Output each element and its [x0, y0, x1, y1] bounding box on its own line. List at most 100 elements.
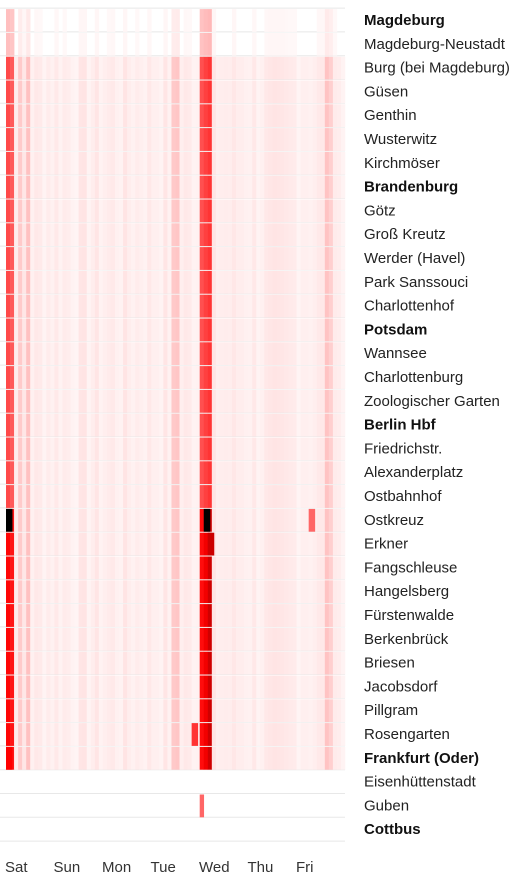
heatmap-cell	[98, 699, 104, 723]
heatmap-cell	[276, 175, 281, 199]
heatmap-cell	[312, 223, 318, 247]
heatmap-cell	[143, 366, 148, 389]
heatmap-cell	[195, 247, 201, 270]
heatmap-cell	[260, 270, 265, 294]
heatmap-cell	[22, 556, 27, 580]
heatmap-cell	[171, 556, 176, 580]
heatmap-cell	[131, 56, 136, 80]
heatmap-cell	[26, 223, 31, 247]
heatmap-cell	[54, 485, 59, 508]
heatmap-cell	[199, 556, 205, 580]
heatmap-cell	[127, 151, 132, 175]
heatmap-cell	[276, 342, 281, 366]
heatmap-cell	[276, 580, 281, 604]
heatmap-cell	[10, 723, 15, 746]
heatmap-cell	[139, 342, 144, 366]
heatmap-cell	[18, 437, 23, 461]
heatmap-cell	[30, 128, 35, 151]
heatmap-cell	[78, 437, 83, 461]
station-label: Götz	[364, 202, 396, 219]
heatmap-cell	[272, 151, 277, 175]
heatmap-cell	[38, 461, 43, 485]
heatmap-cell	[46, 247, 51, 270]
heatmap-cell	[223, 508, 229, 532]
heatmap-cell	[312, 485, 318, 508]
heatmap-cell	[316, 366, 322, 389]
heatmap-cell	[86, 699, 92, 723]
heatmap-cell	[119, 318, 124, 342]
heatmap-cell	[171, 223, 176, 247]
heatmap-cell	[276, 104, 281, 128]
heatmap-cell	[219, 80, 225, 104]
heatmap-cell	[46, 413, 51, 437]
heatmap-cell	[86, 80, 92, 104]
heatmap-cell	[34, 485, 39, 508]
heatmap-cell	[320, 104, 326, 128]
heatmap-cell	[123, 437, 128, 461]
heatmap-cell	[207, 389, 213, 413]
heatmap-cell	[143, 151, 148, 175]
heatmap-cell	[127, 56, 132, 80]
heatmap-cell	[22, 56, 27, 80]
heatmap-cell	[215, 294, 221, 318]
heatmap-cell	[10, 699, 15, 723]
heatmap-cell	[223, 556, 229, 580]
heatmap-cell	[86, 746, 92, 770]
heatmap-cell	[304, 128, 309, 151]
heatmap-cell	[54, 56, 59, 80]
heatmap-cell	[203, 532, 209, 556]
heatmap-cell	[260, 580, 265, 604]
heatmap-cell	[236, 675, 241, 699]
heatmap-cell	[296, 651, 301, 675]
heatmap-cell	[332, 508, 338, 532]
heatmap-cell	[114, 56, 120, 80]
heatmap-cell	[272, 675, 277, 699]
heatmap-cell	[332, 413, 338, 437]
heatmap-cell	[58, 699, 63, 723]
heatmap-cell	[34, 175, 39, 199]
heatmap-cell	[74, 437, 79, 461]
heatmap-cell	[74, 699, 79, 723]
heatmap-cell	[199, 746, 205, 770]
heatmap-cell	[90, 294, 96, 318]
heatmap-cell	[175, 675, 180, 699]
heatmap-cell	[316, 699, 322, 723]
heatmap-cell	[175, 699, 180, 723]
heatmap-cell	[18, 508, 23, 532]
heatmap-cell	[6, 389, 11, 413]
heatmap-cell	[268, 294, 273, 318]
heatmap-cell	[114, 175, 120, 199]
heatmap-cell	[256, 270, 261, 294]
heatmap-cell	[82, 56, 88, 80]
heatmap-cell	[272, 413, 277, 437]
heatmap-cell	[155, 580, 160, 604]
heatmap-cell	[219, 366, 225, 389]
heatmap-cell	[26, 294, 31, 318]
heatmap-cell	[167, 675, 172, 699]
heatmap-cell	[114, 508, 120, 532]
heatmap-cell	[163, 128, 168, 151]
heatmap-cell	[336, 556, 342, 580]
heatmap-cell	[22, 627, 27, 651]
heatmap-cell	[280, 485, 285, 508]
heatmap-cell	[102, 675, 108, 699]
heatmap-cell	[187, 699, 192, 723]
heatmap-cell	[110, 389, 116, 413]
heatmap-cell	[66, 318, 71, 342]
heatmap-cell	[264, 128, 269, 151]
heatmap-cell	[187, 223, 192, 247]
heatmap-cell	[272, 556, 277, 580]
heatmap-cell	[276, 80, 281, 104]
heatmap-cell	[102, 627, 108, 651]
heatmap-cell	[34, 32, 39, 56]
heatmap-cell	[248, 342, 253, 366]
heatmap-cell	[336, 627, 342, 651]
heatmap-cell	[46, 294, 51, 318]
heatmap-cell	[127, 104, 132, 128]
heatmap-cell	[58, 56, 63, 80]
heatmap-cell	[139, 270, 144, 294]
heatmap-cell	[78, 175, 83, 199]
heatmap-cell	[260, 699, 265, 723]
heatmap-cell	[256, 556, 261, 580]
heatmap-cell	[332, 723, 338, 746]
